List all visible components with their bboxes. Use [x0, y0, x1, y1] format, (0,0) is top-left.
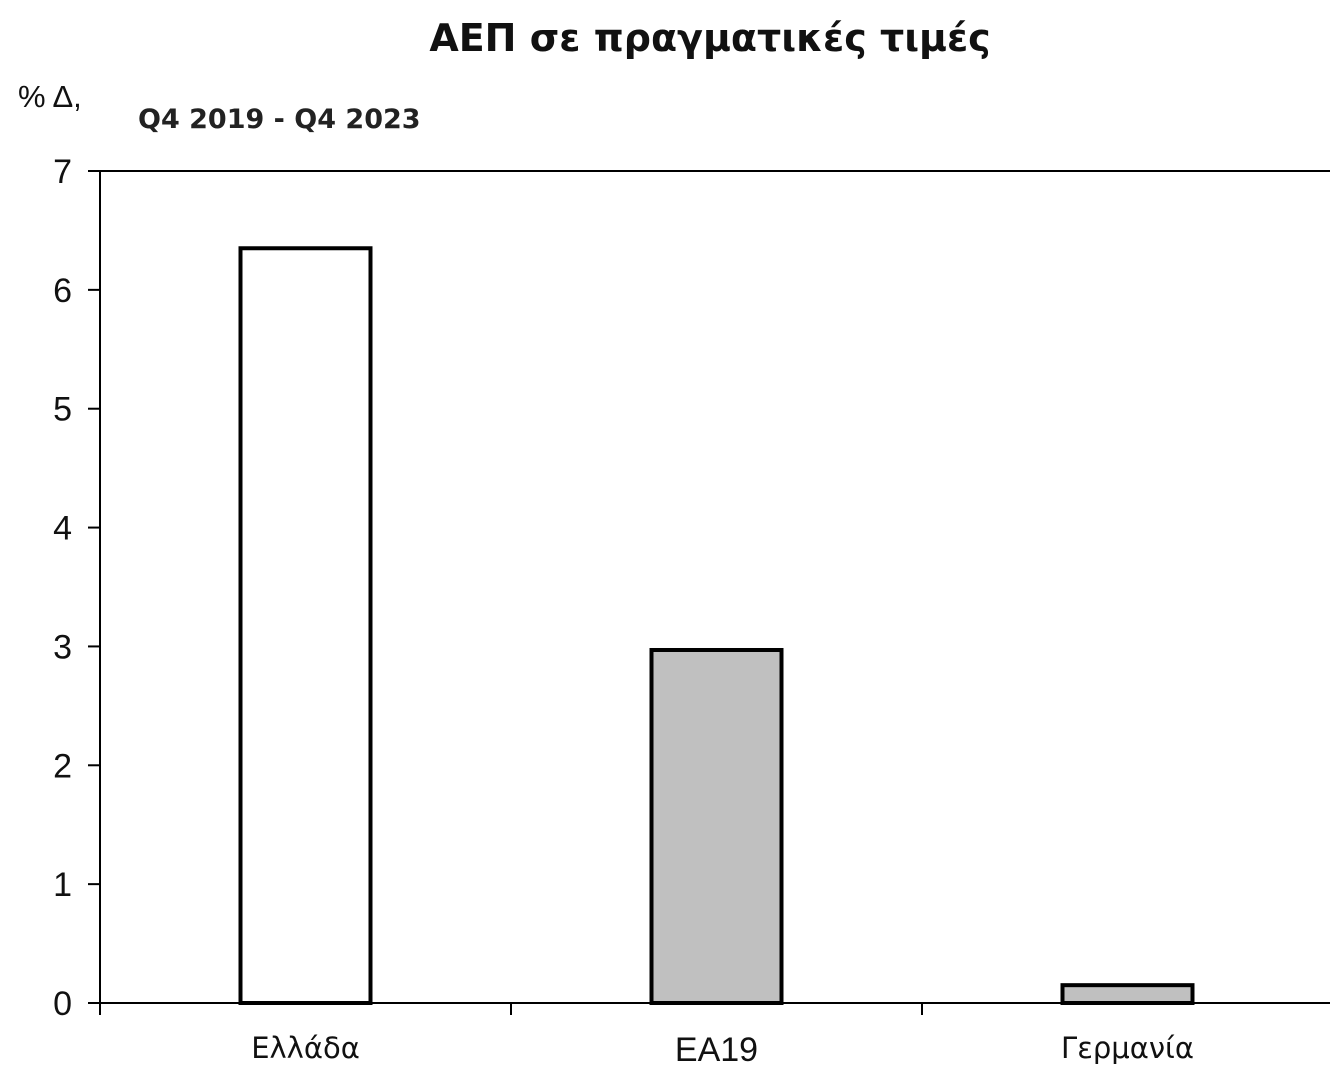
bar-2 — [649, 647, 784, 1005]
x-tick-label: ΕΑ19 — [675, 1031, 758, 1068]
bars — [238, 246, 1195, 1006]
x-tick-label: Γερμανία — [1061, 1031, 1194, 1065]
x-axis-ticks — [99, 1003, 923, 1015]
x-tick-label: Ελλάδα — [251, 1031, 360, 1065]
x-axis-labels: Ελλάδα ΕΑ19 Γερμανία — [251, 1031, 1194, 1068]
chart-subtitle: Q4 2019 - Q4 2023 — [138, 104, 421, 135]
y-axis-ticks: 0 1 2 3 4 5 6 7 — [53, 153, 100, 1023]
bar-1 — [238, 246, 373, 1005]
y-tick-label: 5 — [53, 391, 72, 429]
bar-3 — [1060, 983, 1195, 1006]
y-axis-unit-label: % Δ, — [18, 79, 82, 114]
y-tick-label: 1 — [53, 866, 72, 904]
y-tick-label: 4 — [53, 510, 72, 548]
chart-title: ΑΕΠ σε πραγματικές τιμές — [429, 16, 990, 60]
y-tick-label: 3 — [53, 628, 72, 666]
y-tick-label: 2 — [53, 747, 72, 785]
y-tick-label: 7 — [53, 153, 72, 191]
y-tick-label: 0 — [53, 985, 72, 1023]
y-tick-label: 6 — [53, 272, 72, 310]
